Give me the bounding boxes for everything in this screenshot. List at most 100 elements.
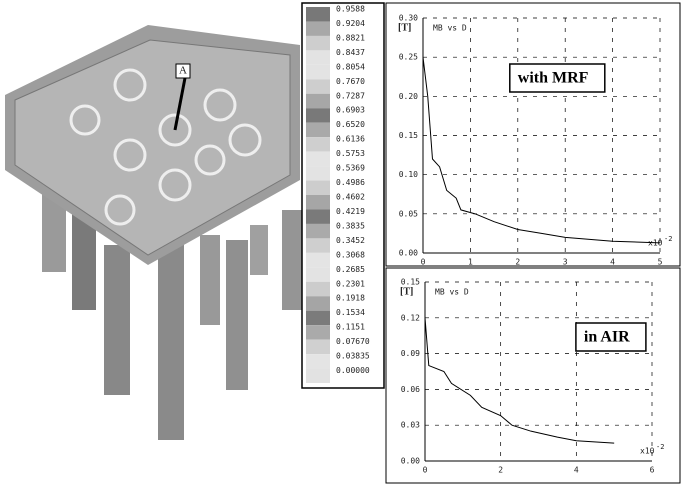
pillar [250,225,268,275]
colorbar-label: 0.5753 [336,149,365,158]
y-axis-label: [T] [398,22,411,33]
pointer [173,77,187,131]
y-tick-label: 0.30 [399,14,418,23]
colorbar-label: 0.5369 [336,164,365,173]
y-tick-label: 0.20 [399,92,418,101]
colorbar-label: 0.3068 [336,250,365,259]
pillar [200,235,220,325]
data-line [424,317,615,444]
y-tick-label: 0.15 [399,131,418,140]
pillar [104,245,130,395]
y-tick-label: 0.10 [399,170,418,179]
y-tick-label: 0.05 [399,209,418,218]
x-tick-label: 0 [421,258,426,267]
color-cell [306,93,330,109]
chart-frame [385,267,681,484]
colorbar-label: 0.4986 [336,178,365,187]
color-cell [306,151,330,167]
y-tick-label: 0.25 [399,53,418,62]
colorbar-label: 0.4219 [336,207,365,216]
color-cell [306,296,330,311]
colorbar-label: 0.6903 [336,106,365,115]
color-cell [306,209,330,224]
color-cell [306,7,330,22]
color-cell [306,64,330,80]
color-cell [306,108,330,123]
annotation-box [575,322,647,352]
pillar [282,210,302,310]
color-cell [306,50,330,65]
color-cell [306,180,330,195]
color-cell [306,223,330,239]
x-tick-label: 0 [423,466,428,475]
colorbar-label: 0.7670 [336,77,365,86]
y-tick-label: 0.12 [401,313,420,322]
color-cell [306,281,330,297]
colorbar-label: 0.7287 [336,91,365,100]
y-tick-label: 0.09 [401,349,420,358]
color-cell [306,122,330,138]
colorbar-label: 0.8437 [336,48,365,57]
color-cell [306,310,330,326]
rings [69,68,262,226]
color-cell [306,354,330,369]
colorbar-label: 0.3835 [336,221,365,230]
y-axis-label: [T] [400,286,413,297]
x-tick-label: 2 [515,258,520,267]
colorbar: 0.9588 0.9204 0.8821 0.8437 0.8054 0.7670 0.72… [306,5,370,383]
y-tick-label: 0.00 [401,457,420,466]
color-cell [306,137,330,152]
x-tick-label: 4 [610,258,615,267]
color-cell [306,325,330,340]
colorbar-label: 0.9588 [336,5,365,14]
colorbar-label: 0.00000 [336,366,370,375]
colorbar-label: 0.07670 [336,337,370,346]
fem-model: A [5,25,302,440]
colorbar-label: 0.8821 [336,33,365,42]
x-tick-label: 4 [574,466,579,475]
color-cell [306,267,330,282]
colorbar-label: 0.6136 [336,135,365,144]
colorbar-label: 0.9204 [336,19,365,28]
x-tick-label: 3 [563,258,568,267]
color-cell [306,368,330,383]
y-tick-label: 0.15 [401,278,420,287]
series-label: MB vs D [433,24,467,33]
annotation: in AIR [584,329,630,346]
series-label: MB vs D [435,288,469,297]
chart-frame [385,2,681,267]
pillar [158,240,184,440]
colorbar-label: 0.1918 [336,294,365,303]
x-tick-label: 6 [650,466,655,475]
x-scale-exp: -2 [664,235,672,243]
x-tick-label: 1 [468,258,473,267]
color-cell [306,238,330,253]
colorbar-label: 0.8054 [336,62,365,71]
y-tick-label: 0.03 [401,421,420,430]
y-tick-label: 0.06 [401,385,420,394]
annotation-box [509,63,606,93]
color-cell [306,79,330,94]
box-top [14,39,291,256]
colorbar-label: 0.03835 [336,352,370,361]
colorbar-label: 0.2301 [336,279,365,288]
x-tick-label: 2 [498,466,503,475]
color-cell [306,21,330,36]
color-cell [306,35,330,51]
charts: 0.00 0.05 0.10 0.15 0.20 0.25 0.30 0 1 2 3 4 5 [T] x10… [398,14,672,475]
colorbar-label: 0.2685 [336,265,365,274]
model-label: A [179,65,187,77]
x-scale-exp: -2 [656,443,664,451]
colorbar-label: 0.1534 [336,308,365,317]
x-tick-label: 5 [658,258,663,267]
x-scale-label: x10 [640,447,655,456]
colorbar-label: 0.3452 [336,236,365,245]
color-cell [306,195,330,210]
annotation: with MRF [518,70,589,87]
pillar [226,240,248,390]
colorbar-label: 0.4602 [336,193,365,202]
color-cell [306,252,330,268]
label-box [175,63,191,79]
